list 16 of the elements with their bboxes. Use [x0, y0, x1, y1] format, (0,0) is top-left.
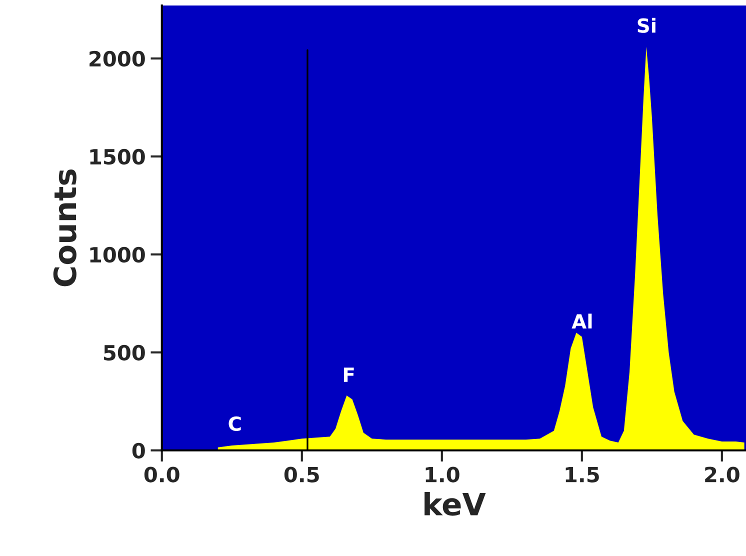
y-tick-label: 1000: [90, 246, 145, 263]
y-axis-title: Counts: [53, 170, 76, 286]
y-tick-label: 2000: [90, 50, 145, 67]
annotation: Si: [638, 18, 656, 33]
y-tick-label: 1500: [90, 148, 145, 165]
x-tick-label: 2.0: [705, 466, 740, 482]
annotation: C: [228, 416, 241, 432]
x-tick-label: 1.0: [426, 466, 460, 482]
x-tick-label: 0.5: [284, 466, 319, 482]
x-tick-label: 0.0: [144, 466, 180, 482]
annotation: F: [344, 368, 354, 382]
y-tick-label: 500: [104, 344, 145, 361]
x-tick-label: 1.5: [566, 466, 599, 482]
y-tick-label: 0: [132, 442, 145, 459]
annotation: Al: [572, 314, 592, 328]
x-axis-title: keV: [424, 492, 486, 516]
